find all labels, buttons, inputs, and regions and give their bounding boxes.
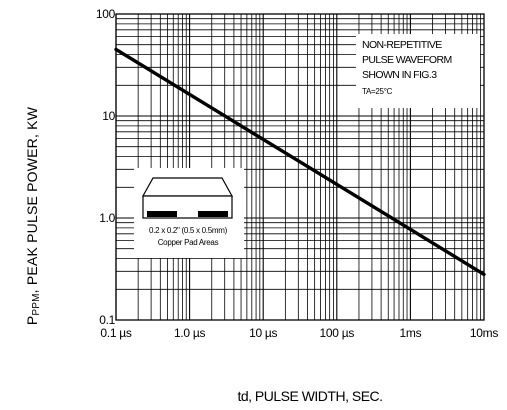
x-tick-label: 100 µs (320, 326, 355, 340)
x-tick-label: 10 µs (249, 326, 277, 340)
series-layer (114, 47, 486, 277)
y-axis-label-rest: , PEAK PULSE POWER, KW (24, 106, 40, 293)
x-tick-label: 0.1 µs (100, 326, 131, 340)
plot-frame (115, 13, 485, 321)
pad-caption-line-2: Copper Pad Areas (158, 238, 219, 247)
y-tick-label: 10 (102, 109, 115, 123)
annotation-line-3: SHOWN IN FIG.3 (362, 69, 437, 81)
pad-inset: 0.2 x 0.2" (0.5 x 0.5mm) Copper Pad Area… (134, 168, 244, 258)
y-tick-label: 1.0 (99, 211, 115, 225)
x-tick-label: 1ms (400, 326, 422, 340)
y-tick-label: 100 (96, 7, 116, 21)
tick-labels: 0.1 µs 1.0 µs 10 µs 100 µs 1ms 10ms 100 10 1.0 0.… (96, 7, 499, 340)
y-tick-label: 0.1 (99, 313, 115, 327)
pad-caption-line-1: 0.2 x 0.2" (0.5 x 0.5mm) (149, 226, 228, 235)
x-axis-label: td, PULSE WIDTH, SEC. (237, 388, 382, 404)
x-tick-label: 10ms (470, 326, 498, 340)
annotation-condition: TA=25°C (362, 87, 393, 96)
pad-package-icon (141, 177, 234, 219)
annotation-line-1: NON-REPETITIVE (362, 39, 442, 51)
y-axis-label-sub: PPM (31, 293, 42, 315)
series-line (114, 47, 486, 277)
y-axis-label: PPPM, PEAK PULSE POWER, KW (24, 106, 42, 325)
y-axis-label-prefix: P (24, 316, 40, 326)
annotation-line-2: PULSE WAVEFORM (362, 54, 452, 66)
chart-grid (115, 13, 485, 321)
x-tick-label: 1.0 µs (174, 326, 205, 340)
annotation-box: NON-REPETITIVE PULSE WAVEFORM SHOWN IN F… (356, 34, 480, 108)
